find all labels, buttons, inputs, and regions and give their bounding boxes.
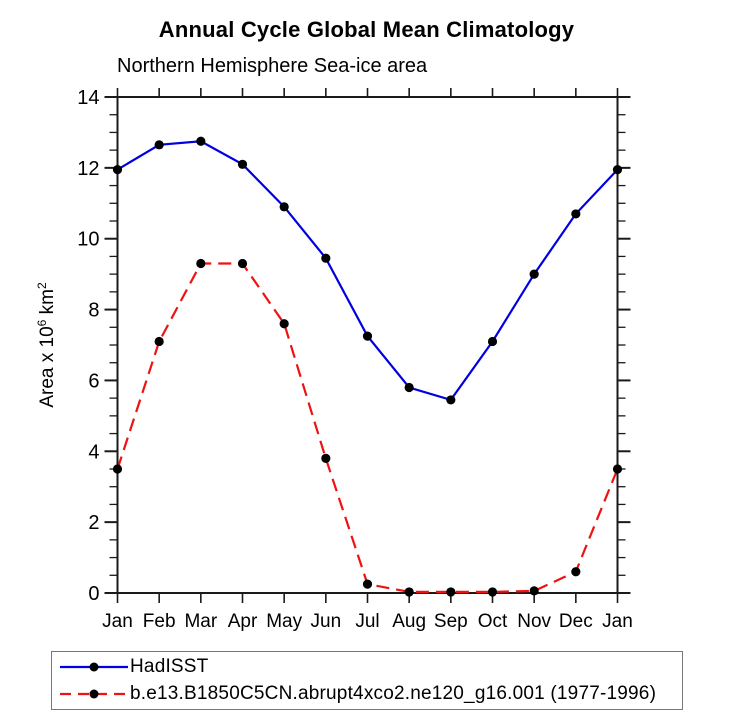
data-point-marker	[196, 258, 206, 269]
svg-text:12: 12	[77, 158, 99, 180]
data-point-marker	[237, 159, 248, 169]
legend-line-dashed-icon	[60, 689, 128, 699]
data-point-marker	[112, 165, 123, 175]
data-point-marker	[279, 319, 289, 329]
data-point-marker	[446, 587, 456, 597]
data-point-marker	[321, 453, 331, 463]
data-point-marker	[154, 336, 164, 347]
svg-text:Aug: Aug	[392, 611, 426, 632]
svg-text:Jan: Jan	[102, 611, 133, 632]
svg-text:Jul: Jul	[355, 611, 379, 632]
svg-text:0: 0	[88, 583, 99, 605]
chart-title: Annual Cycle Global Mean Climatology	[158, 17, 575, 42]
plot-frame	[116, 96, 619, 594]
data-point-marker	[612, 165, 623, 175]
data-point-marker	[404, 587, 414, 597]
data-point-marker	[112, 464, 123, 474]
svg-text:Oct: Oct	[478, 611, 508, 632]
legend-box: HadISST b.e13.B1850C5CN.abrupt4xco2.ne12…	[51, 651, 683, 710]
data-point-marker	[487, 587, 498, 597]
svg-text:Feb: Feb	[143, 611, 176, 632]
series-model	[112, 258, 623, 597]
data-point-marker	[571, 209, 581, 219]
svg-text:2: 2	[88, 512, 99, 534]
data-point-marker	[279, 202, 289, 212]
chart-subtitle: Northern Hemisphere Sea-ice area	[117, 55, 428, 77]
y-axis-major-ticks	[104, 96, 631, 594]
x-axis-labels: Jan Feb Mar Apr May Jun Jul Aug Sep Oct Nov Dec Jan	[102, 611, 633, 632]
data-point-marker	[404, 382, 414, 393]
legend-item-model: b.e13.B1850C5CN.abrupt4xco2.ne120_g16.00…	[52, 681, 682, 707]
data-point-marker	[487, 336, 498, 347]
data-point-marker	[362, 579, 373, 589]
svg-text:Mar: Mar	[184, 611, 217, 632]
svg-text:Jan: Jan	[602, 611, 633, 632]
data-point-marker	[529, 586, 539, 596]
data-point-marker	[612, 464, 623, 474]
x-axis-ticks	[116, 88, 619, 603]
svg-text:4: 4	[88, 441, 99, 463]
data-point-marker	[154, 140, 164, 150]
data-point-marker	[529, 269, 539, 279]
svg-text:6: 6	[88, 370, 99, 392]
svg-text:May: May	[266, 611, 302, 632]
data-point-marker	[446, 395, 456, 405]
y-axis-minor-ticks	[109, 114, 626, 576]
data-point-marker	[571, 567, 581, 577]
svg-text:10: 10	[77, 229, 99, 251]
svg-text:8: 8	[88, 300, 99, 322]
legend-item-hadisst: HadISST	[52, 654, 682, 680]
legend-label-hadisst: HadISST	[130, 656, 209, 678]
legend-marker-dot	[89, 662, 99, 672]
series-hadisst	[112, 136, 623, 405]
data-point-marker	[196, 136, 206, 146]
data-point-marker	[321, 253, 331, 263]
data-point-marker	[362, 331, 373, 341]
svg-text:Sep: Sep	[434, 611, 468, 632]
svg-text:Dec: Dec	[559, 611, 593, 632]
legend-line-solid-icon	[60, 662, 128, 672]
legend-marker-dot	[89, 689, 99, 699]
svg-text:Jun: Jun	[311, 611, 342, 632]
plot-area: 0 2 4 6 8 10 12 14 Jan Feb Mar Apr May Jun Jul Aug Sep Oc…	[77, 87, 633, 632]
svg-text:Nov: Nov	[517, 611, 551, 632]
svg-text:Apr: Apr	[228, 611, 258, 632]
legend-label-model: b.e13.B1850C5CN.abrupt4xco2.ne120_g16.00…	[130, 682, 657, 704]
data-point-marker	[237, 258, 248, 269]
y-axis-tick-labels: 0 2 4 6 8 10 12 14	[77, 87, 99, 605]
svg-text:14: 14	[77, 87, 99, 109]
